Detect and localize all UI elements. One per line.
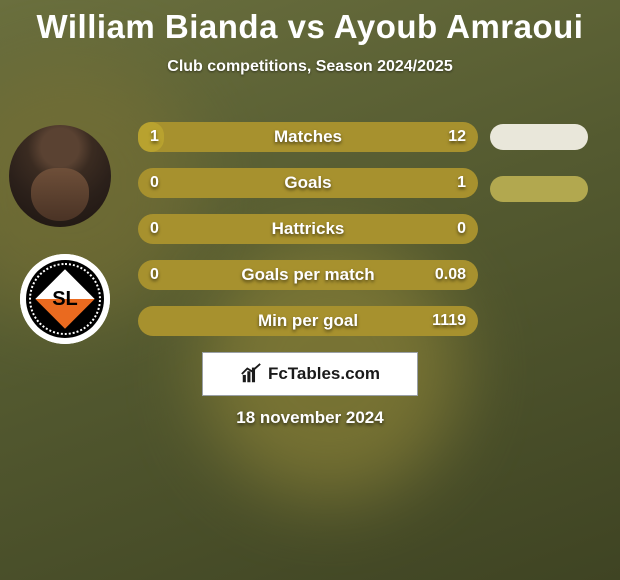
stat-label: Min per goal — [138, 306, 478, 336]
stat-label: Matches — [138, 122, 478, 152]
stat-value-right: 1119 — [432, 306, 466, 336]
stat-row: 0Hattricks0 — [138, 214, 478, 244]
stat-label: Hattricks — [138, 214, 478, 244]
summary-pills — [490, 124, 610, 228]
date-text: 18 november 2024 — [0, 408, 620, 428]
subtitle: Club competitions, Season 2024/2025 — [0, 58, 620, 76]
brand-text: FcTables.com — [268, 364, 380, 384]
stat-value-right: 0.08 — [435, 260, 466, 290]
stat-row: Min per goal1119 — [138, 306, 478, 336]
stat-label: Goals — [138, 168, 478, 198]
stat-row: 0Goals per match0.08 — [138, 260, 478, 290]
stat-value-right: 1 — [457, 168, 466, 198]
stat-value-right: 0 — [457, 214, 466, 244]
summary-pill — [490, 176, 588, 202]
player-avatar-left — [9, 125, 111, 227]
stats-list: 1Matches120Goals10Hattricks00Goals per m… — [138, 122, 478, 352]
club-badge: SL — [20, 254, 110, 344]
brand-watermark: FcTables.com — [202, 352, 418, 396]
bar-chart-icon — [240, 363, 262, 385]
page-title: William Bianda vs Ayoub Amraoui — [0, 8, 620, 46]
club-badge-inner: SL — [26, 260, 104, 338]
club-badge-monogram: SL — [52, 288, 78, 311]
summary-pill — [490, 124, 588, 150]
stat-row: 0Goals1 — [138, 168, 478, 198]
stat-label: Goals per match — [138, 260, 478, 290]
comparison-card: William Bianda vs Ayoub Amraoui Club com… — [0, 0, 620, 580]
stat-value-right: 12 — [448, 122, 466, 152]
stat-row: 1Matches12 — [138, 122, 478, 152]
